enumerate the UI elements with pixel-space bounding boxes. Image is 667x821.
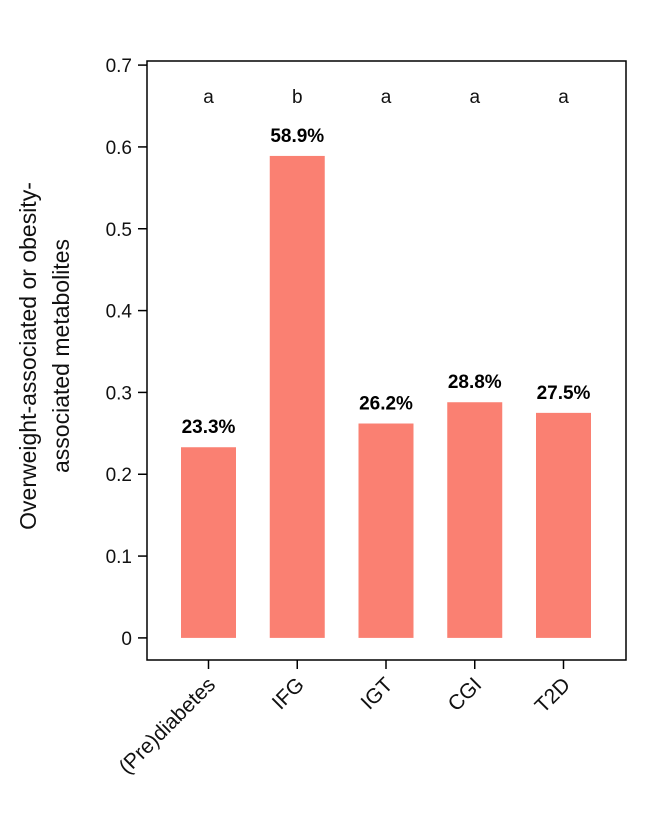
bar-2 [358,423,414,638]
data-label-0: 23.3% [182,417,236,438]
x-tick-label-0: (Pre)diabetes [115,673,220,778]
bar-0 [181,447,236,638]
significance-letter-1: b [292,87,303,108]
y-axis-title-line-2: associated metabolites [48,239,74,473]
y-tick-label-4: 0.4 [106,302,133,323]
x-tick-label-4: T2D [531,673,575,717]
y-tick-label-1: 0.1 [106,547,132,568]
y-tick-label-6: 0.6 [106,138,132,159]
x-tick-label-2: IGT [357,673,398,714]
data-label-2: 26.2% [359,394,413,415]
y-tick-label-5: 0.5 [106,220,132,241]
x-axis: (Pre)diabetes IFG IGT CGI T2D [115,660,575,779]
bars-group [181,155,591,638]
bar-1 [269,155,325,638]
y-axis-title-line-1: Overweight-associated or obesity- [15,182,41,530]
bar-3 [447,402,503,638]
y-tick-label-2: 0.2 [106,465,132,486]
bar-4 [536,412,591,638]
y-tick-label-0: 0 [121,629,132,650]
y-axis: 0 0.1 0.2 0.3 0.4 0.5 0.6 0.7 [106,56,147,650]
significance-letter-4: a [558,87,569,108]
data-labels-group: 23.3% 58.9% 26.2% 28.8% 27.5% [182,126,591,438]
x-tick-label-1: IFG [268,673,309,714]
significance-letter-3: a [469,87,480,108]
data-label-4: 27.5% [537,383,591,404]
y-tick-label-7: 0.7 [106,56,132,77]
x-tick-label-3: CGI [444,673,487,716]
plot-frame [146,60,627,661]
y-tick-label-3: 0.3 [106,383,132,404]
y-axis-title: Overweight-associated or obesity- associ… [15,182,74,530]
data-label-3: 28.8% [448,372,502,393]
significance-letter-0: a [203,87,214,108]
data-label-1: 58.9% [270,126,324,147]
significance-letter-2: a [381,87,392,108]
